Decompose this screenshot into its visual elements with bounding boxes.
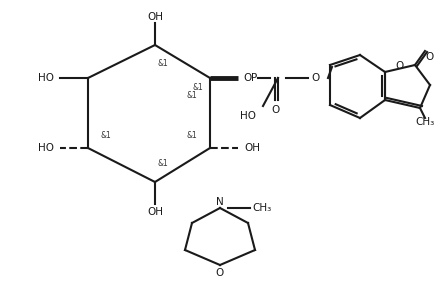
Text: &1: &1 [101,131,111,140]
Text: O: O [396,61,404,71]
Text: &1: &1 [158,160,168,168]
Text: &1: &1 [193,84,203,92]
Text: HO: HO [240,111,256,121]
Text: O: O [244,73,252,83]
Text: CH₃: CH₃ [415,117,434,127]
Text: OH: OH [244,143,260,153]
Text: OH: OH [147,12,163,22]
Text: N: N [216,197,224,207]
Text: OH: OH [147,207,163,217]
Text: CH₃: CH₃ [252,203,272,213]
Text: HO: HO [38,73,54,83]
Text: O: O [271,105,279,115]
Text: &1: &1 [187,131,198,140]
Text: O: O [425,52,433,62]
Text: P: P [251,73,257,83]
Text: O: O [312,73,320,83]
Text: &1: &1 [187,92,198,101]
Text: &1: &1 [158,58,168,68]
Text: HO: HO [38,143,54,153]
Text: O: O [216,268,224,278]
